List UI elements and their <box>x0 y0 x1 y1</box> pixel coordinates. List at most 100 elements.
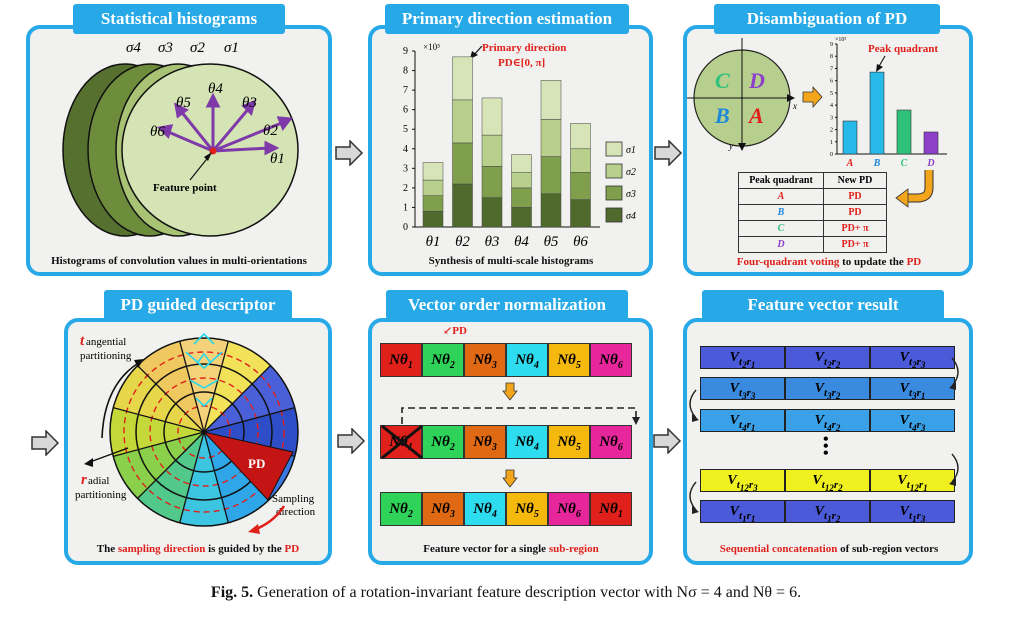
x-tick-label: θ2 <box>455 234 470 250</box>
bar-segment <box>481 166 503 198</box>
sector-divider <box>203 407 295 433</box>
sigma3-label: σ3 <box>158 40 173 56</box>
theta6-label: θ6 <box>150 124 165 140</box>
panel2-caption: Synthesis of multi-scale histograms <box>428 255 594 267</box>
flow-arrow-2 <box>654 140 683 166</box>
flow-arrow-3 <box>337 428 366 454</box>
bar <box>869 71 885 155</box>
legend-swatch <box>605 141 623 157</box>
sub-region-vector: Vt12r3 <box>700 469 785 493</box>
sub-region-vector: Vt3r2 <box>785 377 870 401</box>
vector-element: Nθ4 <box>506 343 548 377</box>
table-header: New PD <box>823 172 887 189</box>
y-multiplier-small: ×10³ <box>835 37 846 43</box>
table-cell: A <box>738 188 824 205</box>
table-header: Peak quadrant <box>738 172 824 189</box>
flow-arrow-left <box>31 430 60 456</box>
theta5-arrow <box>178 109 215 152</box>
curved-orange-arrow <box>895 170 934 208</box>
sector-divider <box>137 365 205 433</box>
down-arrow-2 <box>502 469 518 488</box>
theta6-arrow <box>165 129 214 153</box>
bar-segment <box>481 97 503 136</box>
y-tick-label: 3 <box>403 163 408 174</box>
polar-sector <box>179 432 229 526</box>
x-tick-label: A <box>846 158 854 169</box>
panel4-caption: The sampling direction is guided by the … <box>68 543 328 555</box>
table-cell: PD <box>823 188 887 205</box>
sub-region-vector: Vt1r1 <box>700 500 785 524</box>
panel-title: Feature vector result <box>702 290 944 320</box>
sector-divider <box>179 431 205 523</box>
theta5-label: θ5 <box>176 95 191 111</box>
y-tick-label: 5 <box>830 91 833 97</box>
bar-segment <box>422 179 444 196</box>
vector-element: Nθ5 <box>548 425 590 459</box>
panel1-caption: Histograms of convolution values in mult… <box>51 255 307 267</box>
theta4-label: θ4 <box>208 81 223 97</box>
legend-label: σ3 <box>626 189 636 200</box>
y-tick-label: 6 <box>830 79 833 85</box>
y-multiplier: ×10³ <box>423 42 440 52</box>
panel-title: Statistical histograms <box>73 4 285 34</box>
sub-region-vector: Vt12r2 <box>785 469 870 493</box>
panel5-caption: Feature vector for a single sub-region <box>372 543 650 555</box>
theta3-label: θ3 <box>242 95 257 111</box>
legend-swatch <box>605 207 623 223</box>
vector-element: Nθ6 <box>548 492 590 526</box>
table-cell: PD+ π <box>823 220 887 237</box>
caption-part: Sequential concatenation <box>719 543 838 555</box>
vector-element: Nθ4 <box>464 492 506 526</box>
polar-sector <box>204 365 295 432</box>
table-cell: PD+ π <box>823 236 887 253</box>
caption-end: PD <box>906 256 922 268</box>
cross-mark <box>381 424 423 460</box>
polar-descriptor: PD t angential partitioning r adial part… <box>75 332 316 534</box>
multi-scale-histogram-chart: ×10³ Primary direction PD∈[0, π] 0 1 2 3 4 5 6… <box>403 42 636 250</box>
sub-region-vector: Vt4r3 <box>870 409 955 433</box>
quadrant-voting-diagram: x y C D B A ×10³ Peak quadrant 0 1 2 3 4 5 6 7 8… <box>687 37 947 169</box>
sector-divider <box>113 407 205 433</box>
theta1-arrow <box>212 146 271 153</box>
down-arrow-1 <box>502 382 518 401</box>
x-tick-label: θ4 <box>514 234 529 250</box>
bar-segment <box>570 199 591 228</box>
bar-segment <box>511 154 532 173</box>
bar-segment <box>511 207 532 228</box>
bar-segment <box>570 123 591 150</box>
polar-sector <box>110 407 204 457</box>
vector-element: Nθ1 <box>590 492 632 526</box>
caption-part: PD <box>284 543 300 555</box>
svg-text:y: y <box>728 141 733 151</box>
vector-element: Nθ4 <box>506 425 548 459</box>
caption-part: is guided by the <box>205 543 285 555</box>
y-tick-label: 2 <box>830 128 833 134</box>
flow-arrow-1 <box>335 140 364 166</box>
svg-text:partitioning: partitioning <box>75 489 127 501</box>
y-tick-label: 6 <box>403 105 408 116</box>
x-tick-label: θ6 <box>573 234 588 250</box>
tangential-arrow <box>101 361 141 439</box>
bar-segment <box>481 134 503 167</box>
theta1-label: θ1 <box>270 151 285 167</box>
sector-divider <box>203 431 229 523</box>
sub-region-vector: Vt3r1 <box>870 377 955 401</box>
sector-divider <box>179 341 205 433</box>
figure-caption-label: Fig. 5. <box>210 584 254 601</box>
vector-element: Nθ1 <box>380 343 422 377</box>
bar-segment <box>570 171 591 200</box>
bar-segment <box>481 197 503 228</box>
table-cell: B <box>738 204 824 221</box>
bar-segment <box>511 187 532 208</box>
svg-text:angential: angential <box>86 336 126 348</box>
svg-text:t: t <box>80 333 85 349</box>
sector-divider <box>203 341 229 433</box>
ellipsis-dots: • • • <box>823 431 829 462</box>
histogram-illustration: σ4 σ3 σ2 σ1 θ1 θ2 θ3 θ4 θ5 θ6 Feature po… <box>62 40 299 237</box>
vector-element: Nθ5 <box>506 492 548 526</box>
panel3-caption: Four-quadrant voting to update the PD <box>688 256 970 268</box>
bar-segment <box>422 162 444 181</box>
bar <box>923 131 939 155</box>
pd-label: PD <box>248 456 265 471</box>
quadrant-a: A <box>747 103 764 128</box>
